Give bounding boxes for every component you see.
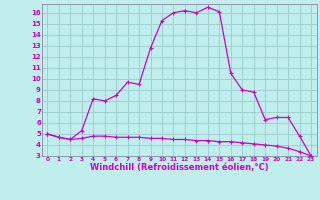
X-axis label: Windchill (Refroidissement éolien,°C): Windchill (Refroidissement éolien,°C): [90, 163, 268, 172]
